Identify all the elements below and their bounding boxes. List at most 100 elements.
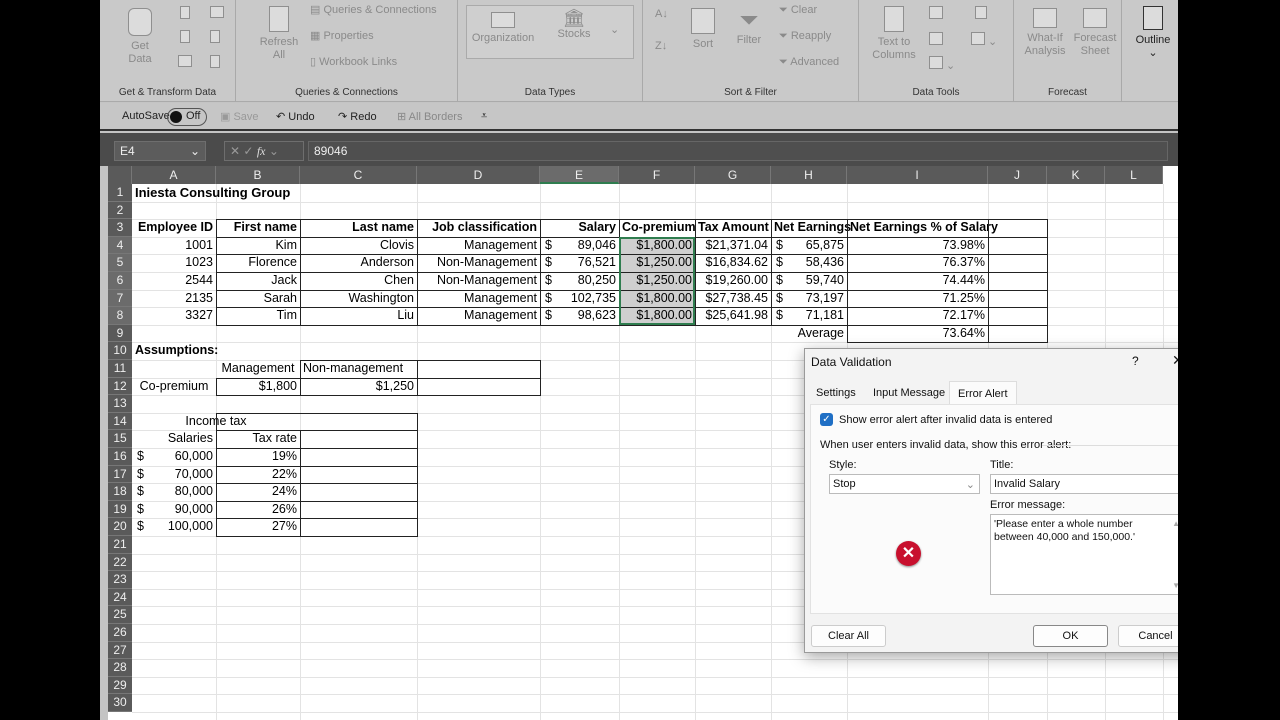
row-header-25[interactable]: 25 <box>108 606 132 624</box>
cell-i5[interactable]: 76.37% <box>847 254 988 272</box>
cell-h3[interactable]: Net Earnings <box>771 219 851 237</box>
cell-d6[interactable]: Non-Management <box>417 272 540 290</box>
data-types-more-button[interactable]: ⌄ <box>610 24 620 36</box>
clear-all-button[interactable]: Clear All <box>811 625 886 647</box>
column-header-d[interactable]: D <box>417 166 540 184</box>
refresh-all-button[interactable]: Refresh All <box>254 6 304 62</box>
column-header-b[interactable]: B <box>216 166 300 184</box>
column-header-i[interactable]: I <box>847 166 988 184</box>
row-header-27[interactable]: 27 <box>108 641 132 660</box>
cell-d3[interactable]: Job classification <box>417 219 540 237</box>
sort-z-a-button[interactable]: Z↓ <box>655 40 668 52</box>
row-header-11[interactable]: 11 <box>108 360 132 378</box>
cell-g7[interactable]: $27,738.45 <box>695 290 771 308</box>
cell-a8[interactable]: 3327 <box>132 307 216 325</box>
row-header-6[interactable]: 6 <box>108 272 132 290</box>
cell-a5[interactable]: 1023 <box>132 254 216 272</box>
show-alert-checkbox[interactable]: ✓ <box>820 413 833 426</box>
tab-input-message[interactable]: Input Message <box>873 387 946 399</box>
ok-button[interactable]: OK <box>1033 625 1108 647</box>
cell-a19[interactable]: $90,000 <box>132 501 216 519</box>
cell-d4[interactable]: Management <box>417 237 540 255</box>
workbook-links-button[interactable]: ▯ Workbook Links <box>310 56 398 68</box>
cell-b19[interactable]: 26% <box>216 501 300 519</box>
row-header-30[interactable]: 30 <box>108 694 132 712</box>
cancel-icon[interactable]: ✕ <box>230 144 241 158</box>
cell-a16[interactable]: $60,000 <box>132 448 216 466</box>
advanced-button[interactable]: ⏷ Advanced <box>779 56 840 68</box>
cell-c7[interactable]: Washington <box>300 290 417 308</box>
cell-c6[interactable]: Chen <box>300 272 417 290</box>
selected-range[interactable] <box>619 236 695 325</box>
column-header-h[interactable]: H <box>771 166 847 184</box>
cell-b11[interactable]: Management <box>216 360 300 378</box>
cell-d7[interactable]: Management <box>417 290 540 308</box>
cell-h9[interactable]: Average <box>771 325 847 343</box>
cell-a17[interactable]: $70,000 <box>132 466 216 484</box>
cell-d8[interactable]: Management <box>417 307 540 325</box>
column-header-a[interactable]: A <box>132 166 216 184</box>
cell-b4[interactable]: Kim <box>216 237 300 255</box>
queries-connections-button[interactable]: ▤ Queries & Connections <box>310 4 437 16</box>
cell-h5[interactable]: $58,436 <box>771 254 847 272</box>
cell-b8[interactable]: Tim <box>216 307 300 325</box>
cell-a3[interactable]: Employee ID <box>132 219 216 237</box>
cell-f6[interactable]: $1,250.00 <box>619 272 695 290</box>
remove-duplicates-icon[interactable] <box>929 32 943 45</box>
undo-button[interactable]: ↶ Undo <box>276 111 315 123</box>
cell-a1[interactable]: Iniesta Consulting Group <box>132 184 290 202</box>
row-header-29[interactable]: 29 <box>108 676 132 695</box>
cell-e5[interactable]: $76,521 <box>540 254 619 272</box>
column-header-k[interactable]: K <box>1047 166 1105 184</box>
flash-fill-icon[interactable] <box>929 6 943 19</box>
row-header-13[interactable]: 13 <box>108 395 132 413</box>
row-header-14[interactable]: 14 <box>108 412 132 431</box>
cell-e8[interactable]: $98,623 <box>540 307 619 325</box>
row-header-8[interactable]: 8 <box>108 307 132 325</box>
row-header-21[interactable]: 21 <box>108 536 132 554</box>
cell-g4[interactable]: $21,371.04 <box>695 237 771 255</box>
clear-button[interactable]: ⏷ Clear <box>779 4 818 16</box>
cell-b16[interactable]: 19% <box>216 448 300 466</box>
row-header-7[interactable]: 7 <box>108 289 132 308</box>
cell-b20[interactable]: 27% <box>216 518 300 536</box>
reapply-button[interactable]: ⏷ Reapply <box>779 30 832 42</box>
row-header-22[interactable]: 22 <box>108 553 132 572</box>
row-header-9[interactable]: 9 <box>108 324 132 343</box>
enter-icon[interactable]: ✓ <box>243 144 254 158</box>
column-header-j[interactable]: J <box>988 166 1047 184</box>
column-header-c[interactable]: C <box>300 166 417 184</box>
cell-a14[interactable]: Income tax <box>132 413 300 431</box>
filter-button[interactable]: ⏷ Filter <box>736 7 762 47</box>
row-header-12[interactable]: 12 <box>108 377 132 396</box>
cell-e6[interactable]: $80,250 <box>540 272 619 290</box>
cell-i4[interactable]: 73.98% <box>847 237 988 255</box>
cell-c8[interactable]: Liu <box>300 307 417 325</box>
sort-a-z-button[interactable]: A↓ <box>655 8 668 20</box>
scroll-down-icon[interactable]: ▼ <box>1172 581 1178 590</box>
cell-f7[interactable]: $1,800.00 <box>619 290 695 308</box>
row-header-1[interactable]: 1 <box>108 184 132 202</box>
help-button[interactable]: ? <box>1132 354 1139 368</box>
autosave-toggle[interactable]: Off <box>167 108 207 126</box>
cell-h8[interactable]: $71,181 <box>771 307 847 325</box>
row-header-16[interactable]: 16 <box>108 448 132 466</box>
formula-input[interactable]: 89046 <box>308 141 1168 161</box>
consolidate-icon[interactable] <box>975 6 987 19</box>
relationships-icon[interactable] <box>971 32 985 45</box>
recent-sources-icon[interactable] <box>210 6 224 18</box>
existing-connections-icon[interactable] <box>210 30 220 43</box>
cell-e7[interactable]: $102,735 <box>540 290 619 308</box>
cell-e4[interactable]: $89,046 <box>540 237 619 255</box>
column-header-e[interactable]: E <box>540 166 619 184</box>
cell-b18[interactable]: 24% <box>216 483 300 501</box>
row-header-28[interactable]: 28 <box>108 659 132 677</box>
cell-c12[interactable]: $1,250 <box>300 378 417 396</box>
tab-error-alert[interactable]: Error Alert <box>949 381 1017 405</box>
cell-a4[interactable]: 1001 <box>132 237 216 255</box>
cell-a20[interactable]: $100,000 <box>132 518 216 536</box>
cell-g6[interactable]: $19,260.00 <box>695 272 771 290</box>
row-header-3[interactable]: 3 <box>108 219 132 237</box>
title-input[interactable]: Invalid Salary <box>990 474 1178 494</box>
from-picture-icon[interactable] <box>210 55 220 68</box>
